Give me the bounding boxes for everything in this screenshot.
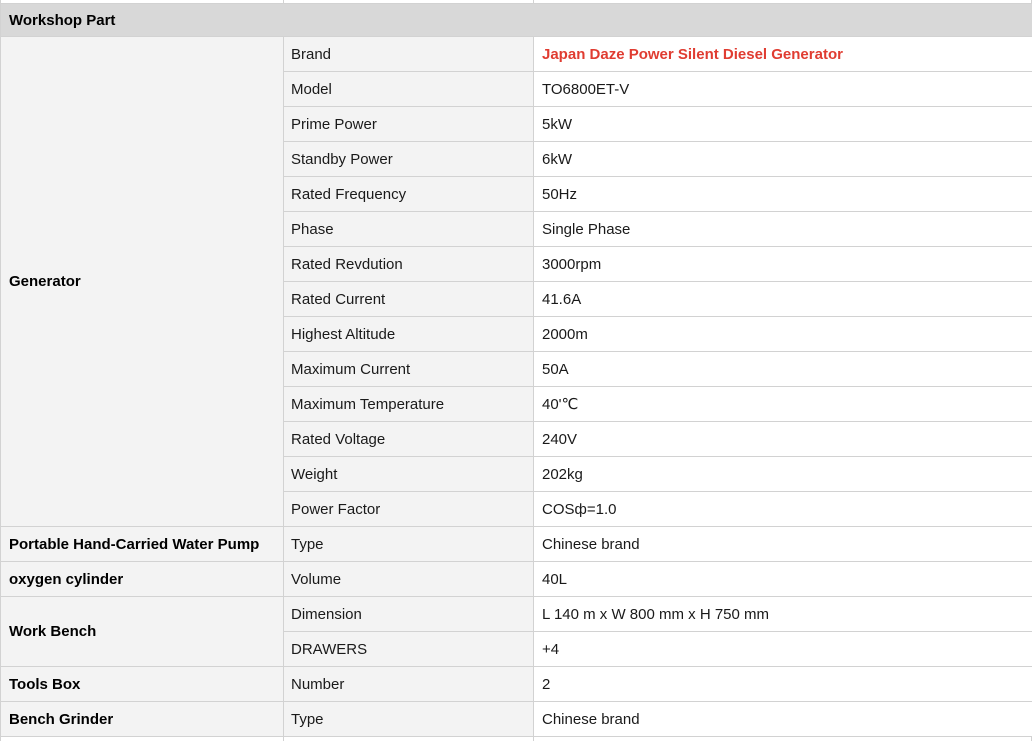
property-cell: Rated Current	[284, 282, 534, 317]
value-cell: 202kg	[534, 457, 1032, 492]
value-cell: 3000rpm	[534, 247, 1032, 282]
property-cell: Volume	[284, 562, 534, 597]
value-cell: 5kW	[534, 107, 1032, 142]
column-border	[533, 737, 534, 741]
category-cell: Generator	[1, 37, 284, 527]
value-cell: 40L	[534, 562, 1032, 597]
value-cell: 6kW	[534, 142, 1032, 177]
value-cell: 240V	[534, 422, 1032, 457]
value-cell: L 140 m x W 800 mm x H 750 mm	[534, 597, 1032, 632]
property-cell: Prime Power	[284, 107, 534, 142]
clipped-row-above	[0, 0, 1032, 3]
value-cell: 2000m	[534, 317, 1032, 352]
value-cell: COSф=1.0	[534, 492, 1032, 527]
value-cell: Chinese brand	[534, 527, 1032, 562]
column-border	[283, 737, 284, 741]
property-cell: Type	[284, 702, 534, 737]
value-cell: 50A	[534, 352, 1032, 387]
property-cell: Type	[284, 527, 534, 562]
value-cell: 50Hz	[534, 177, 1032, 212]
property-cell: Number	[284, 667, 534, 702]
clipped-row-below	[0, 737, 1032, 741]
category-cell: oxygen cylinder	[1, 562, 284, 597]
value-cell: Single Phase	[534, 212, 1032, 247]
category-cell: Work Bench	[1, 597, 284, 667]
value-cell: Chinese brand	[534, 702, 1032, 737]
property-cell: Rated Frequency	[284, 177, 534, 212]
category-cell: Portable Hand-Carried Water Pump	[1, 527, 284, 562]
column-border	[283, 0, 284, 3]
property-cell: Brand	[284, 37, 534, 72]
value-cell-brand-highlight: Japan Daze Power Silent Diesel Generator	[534, 37, 1032, 72]
property-cell: Power Factor	[284, 492, 534, 527]
property-cell: Weight	[284, 457, 534, 492]
property-cell: Maximum Temperature	[284, 387, 534, 422]
value-cell: 40'℃	[534, 387, 1032, 422]
table-header-title: Workshop Part	[1, 4, 1032, 37]
property-cell: Rated Revdution	[284, 247, 534, 282]
column-border	[0, 737, 1, 741]
property-cell: Maximum Current	[284, 352, 534, 387]
value-cell: 2	[534, 667, 1032, 702]
value-cell: 41.6A	[534, 282, 1032, 317]
property-cell: Standby Power	[284, 142, 534, 177]
property-cell: Dimension	[284, 597, 534, 632]
table-header-row: Workshop Part	[1, 4, 1032, 37]
column-border	[0, 0, 1, 3]
category-cell: Tools Box	[1, 667, 284, 702]
column-border	[533, 0, 534, 3]
property-cell: Phase	[284, 212, 534, 247]
value-cell: TO6800ET-V	[534, 72, 1032, 107]
property-cell: Rated Voltage	[284, 422, 534, 457]
category-cell: Bench Grinder	[1, 702, 284, 737]
property-cell: Highest Altitude	[284, 317, 534, 352]
property-cell: DRAWERS	[284, 632, 534, 667]
property-cell: Model	[284, 72, 534, 107]
value-cell: +4	[534, 632, 1032, 667]
